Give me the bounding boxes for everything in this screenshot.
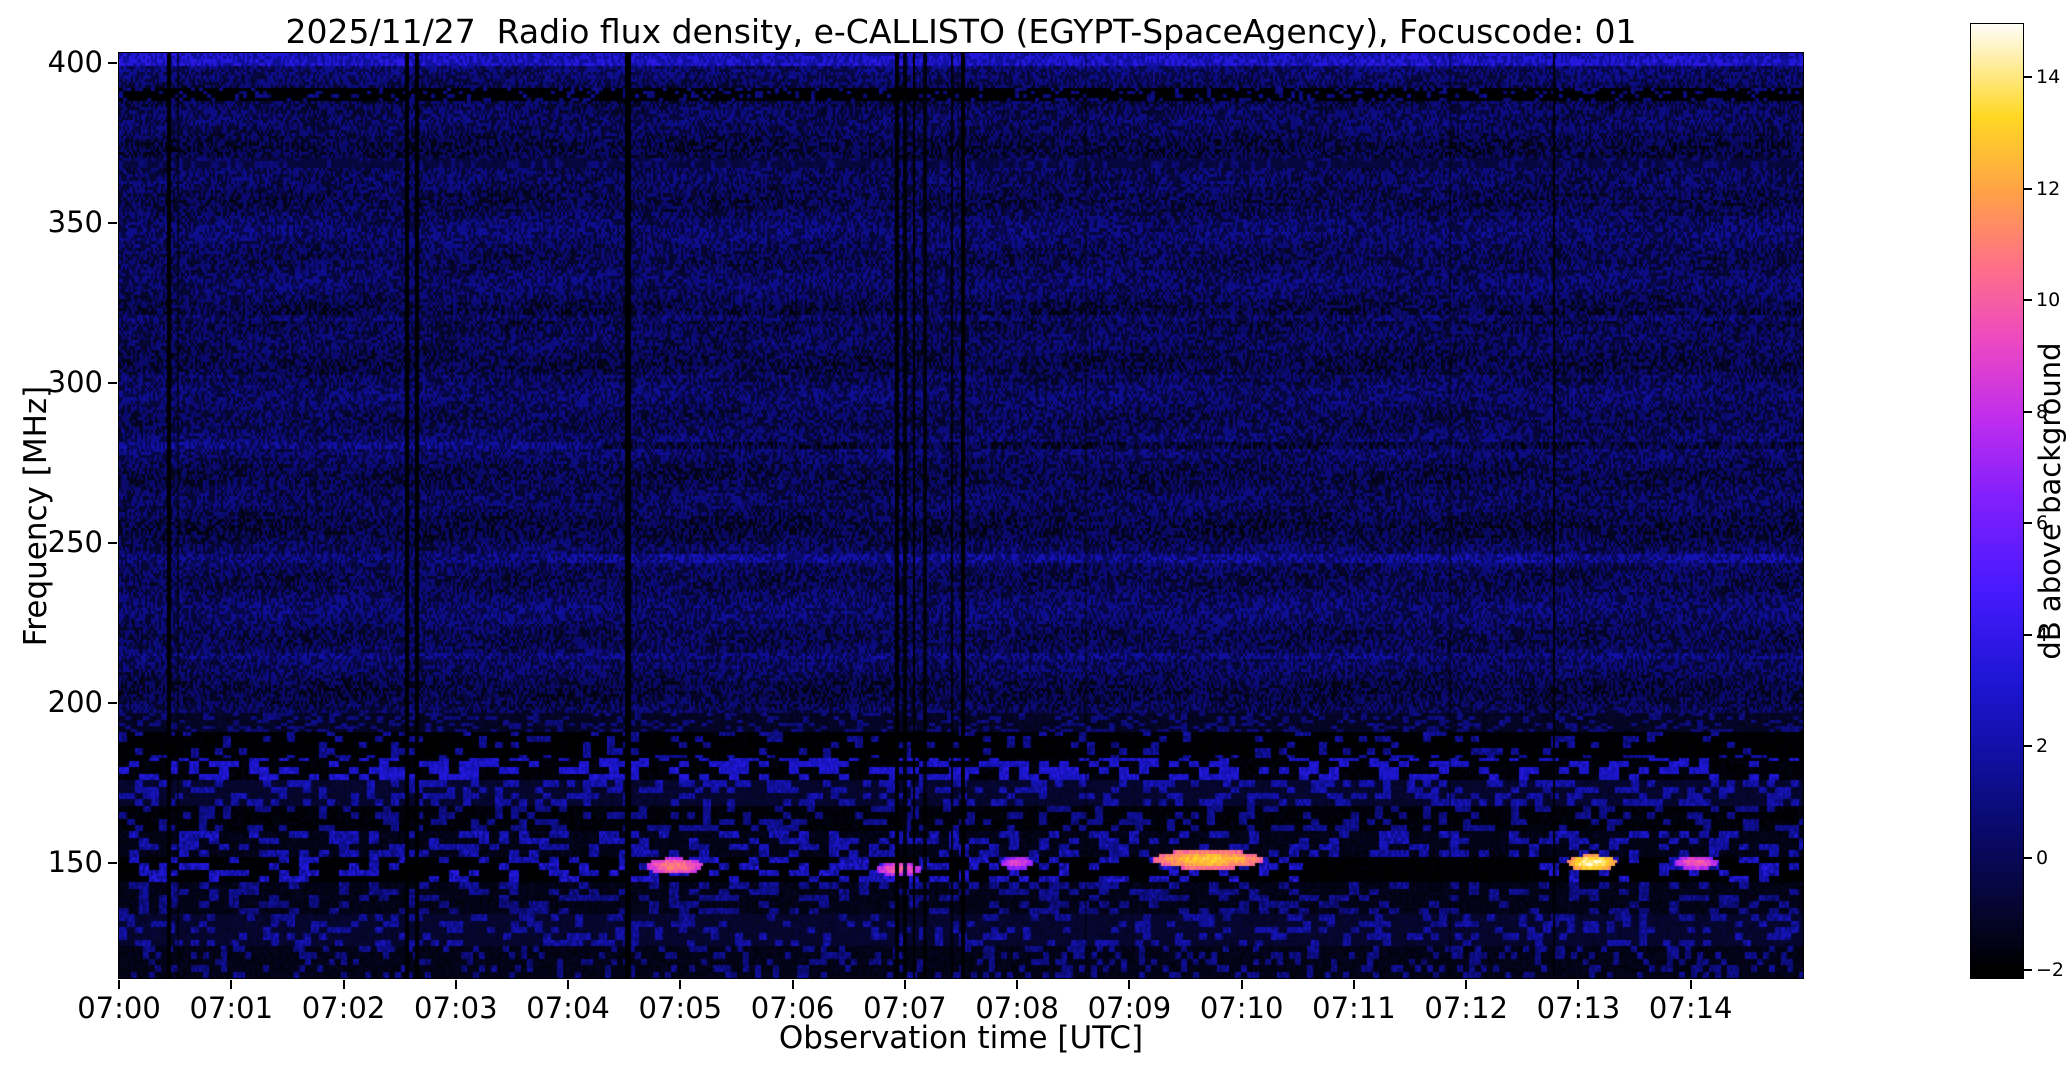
x-tick	[791, 980, 794, 989]
x-tick-label: 07:04	[526, 991, 610, 1025]
plot-border	[118, 52, 1804, 979]
y-tick-label: 200	[47, 684, 103, 719]
y-tick	[108, 61, 117, 64]
x-tick-label: 07:02	[301, 991, 386, 1025]
colorbar-tick-label: 6	[2036, 512, 2049, 535]
x-tick	[1352, 980, 1355, 989]
x-tick-label: 07:14	[1648, 991, 1733, 1025]
x-tick-label: 07:13	[1536, 991, 1621, 1025]
colorbar-tick-label: 8	[2036, 400, 2049, 423]
colorbar-tick	[2024, 968, 2032, 971]
x-tick-label: 07:03	[414, 991, 498, 1025]
chart-title: 2025/11/27 Radio flux density, e-CALLIST…	[285, 12, 1637, 51]
x-tick-label: 07:06	[750, 991, 835, 1025]
colorbar	[1970, 23, 2024, 979]
x-tick	[679, 980, 682, 989]
y-axis-label: Frequency [MHz]	[18, 385, 54, 647]
colorbar-tick-label: 14	[2036, 66, 2061, 88]
x-tick	[1689, 980, 1692, 989]
colorbar-tick	[2024, 299, 2032, 302]
colorbar-tick-label: 0	[2036, 847, 2049, 870]
x-tick	[454, 980, 457, 989]
colorbar-tick-label: 2	[2036, 735, 2049, 758]
colorbar-label: dB above background	[2033, 342, 2066, 660]
y-tick	[108, 381, 117, 384]
colorbar-canvas	[1971, 24, 2023, 978]
y-tick-label: 400	[47, 44, 103, 79]
x-tick	[230, 980, 233, 989]
colorbar-tick-label: 12	[2036, 177, 2061, 200]
colorbar-tick	[2024, 522, 2032, 525]
colorbar-tick-label: −2	[2036, 958, 2065, 981]
x-tick	[118, 980, 120, 989]
x-tick	[1240, 980, 1243, 989]
colorbar-tick	[2024, 187, 2032, 190]
x-tick-label: 07:11	[1312, 991, 1396, 1025]
x-tick	[567, 980, 570, 989]
y-tick	[108, 541, 117, 544]
colorbar-tick-label: 4	[2036, 623, 2049, 646]
x-tick-label: 07:09	[1087, 991, 1172, 1025]
y-tick-label: 300	[47, 364, 103, 399]
colorbar-tick	[2024, 633, 2032, 636]
x-tick-label: 07:07	[863, 991, 947, 1025]
x-tick-label: 07:10	[1199, 991, 1284, 1025]
x-tick-label: 07:05	[638, 991, 723, 1025]
x-tick	[1016, 980, 1019, 989]
colorbar-tick	[2024, 857, 2032, 860]
y-tick	[108, 861, 117, 864]
y-tick-label: 150	[47, 844, 103, 879]
spectrogram-canvas	[119, 53, 1803, 978]
y-tick	[108, 221, 117, 224]
x-axis-label: Observation time [UTC]	[778, 1020, 1144, 1056]
colorbar-tick-label: 10	[2036, 289, 2061, 312]
x-tick	[342, 980, 345, 989]
y-tick-label: 250	[47, 524, 103, 559]
x-tick	[1465, 980, 1468, 989]
y-tick-label: 350	[47, 204, 103, 239]
x-tick-label: 07:00	[77, 991, 161, 1025]
colorbar-tick	[2024, 410, 2032, 413]
colorbar-tick	[2024, 76, 2032, 78]
x-tick	[903, 980, 906, 989]
x-tick	[1128, 980, 1131, 989]
colorbar-tick	[2024, 745, 2032, 748]
x-tick-label: 07:12	[1424, 991, 1508, 1025]
x-tick-label: 07:08	[975, 991, 1059, 1025]
x-tick-label: 07:01	[189, 991, 274, 1025]
x-tick	[1577, 980, 1580, 989]
y-tick	[108, 701, 117, 704]
